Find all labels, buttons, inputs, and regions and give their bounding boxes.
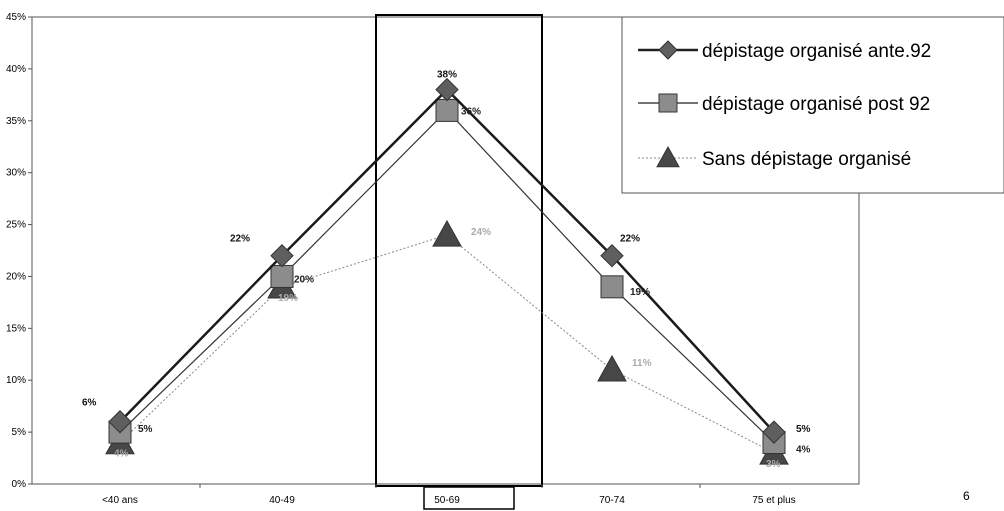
y-axis: 0% 5% 10% 15% 20% 25% 30% 35% 40% 45% bbox=[6, 12, 32, 490]
data-point-diamond bbox=[762, 420, 786, 444]
data-point-square bbox=[435, 98, 459, 122]
x-tick-label: 40-49 bbox=[269, 495, 295, 506]
data-label: 3% bbox=[766, 459, 781, 470]
data-label: 4% bbox=[796, 444, 811, 455]
data-point-diamond bbox=[435, 77, 459, 102]
data-point-triangle bbox=[432, 219, 462, 247]
data-label: 24% bbox=[471, 227, 491, 238]
data-point-square bbox=[270, 264, 294, 288]
legend-label: Sans dépistage organisé bbox=[702, 149, 911, 170]
legend-marker-diamond bbox=[658, 40, 678, 60]
y-tick-label: 15% bbox=[6, 323, 26, 334]
x-tick-label: 50-69 bbox=[434, 495, 460, 506]
y-tick-label: 30% bbox=[6, 168, 26, 179]
highlight-box bbox=[375, 14, 543, 487]
legend: dépistage organisé ante.92 dépistage orga… bbox=[621, 16, 1004, 194]
data-label: 38% bbox=[437, 70, 457, 81]
legend-label: dépistage organisé post 92 bbox=[702, 94, 930, 115]
plot-frame bbox=[31, 16, 860, 485]
page-number: 6 bbox=[963, 489, 970, 503]
data-point-diamond bbox=[270, 243, 294, 268]
y-tick-label: 10% bbox=[6, 375, 26, 386]
data-point-diamond bbox=[108, 410, 132, 434]
y-tick-label: 0% bbox=[12, 479, 27, 490]
data-label: 19% bbox=[630, 287, 650, 298]
series-line bbox=[119, 234, 775, 454]
data-point-triangle bbox=[597, 354, 627, 382]
y-tick-label: 35% bbox=[6, 116, 26, 127]
data-label: 20% bbox=[294, 274, 314, 285]
data-label: 22% bbox=[620, 234, 640, 245]
data-label: 5% bbox=[796, 424, 811, 435]
legend-label: dépistage organisé ante.92 bbox=[702, 41, 931, 62]
y-tick-label: 45% bbox=[6, 12, 26, 23]
highlight-label-box bbox=[423, 486, 515, 510]
legend-box bbox=[621, 16, 1004, 194]
legend-marker-square bbox=[658, 93, 678, 113]
data-label: 22% bbox=[230, 234, 250, 245]
data-label: 36% bbox=[461, 106, 481, 117]
data-label: 19% bbox=[278, 293, 298, 304]
data-point-diamond bbox=[600, 243, 624, 268]
data-point-square bbox=[600, 275, 624, 299]
y-tick-label: 5% bbox=[12, 427, 27, 438]
series-layer bbox=[105, 77, 789, 465]
x-tick-label: 75 et plus bbox=[752, 495, 795, 506]
y-tick-label: 25% bbox=[6, 220, 26, 231]
data-label: 5% bbox=[138, 424, 153, 435]
data-label: 4% bbox=[114, 448, 129, 459]
data-label: 6% bbox=[82, 398, 97, 409]
data-labels: 6% 22% 38% 22% 5% 5% 20% 36% 19% 4% 4% 19% 24% 11% 3% bbox=[82, 70, 811, 470]
legend-marker-triangle bbox=[656, 145, 680, 168]
y-tick-label: 40% bbox=[6, 64, 26, 75]
x-tick-label: <40 ans bbox=[102, 495, 138, 506]
y-tick-label: 20% bbox=[6, 271, 26, 282]
data-label: 11% bbox=[632, 358, 652, 369]
x-axis: <40 ans 40-49 50-69 70-74 75 et plus bbox=[102, 484, 796, 506]
x-tick-label: 70-74 bbox=[599, 495, 625, 506]
